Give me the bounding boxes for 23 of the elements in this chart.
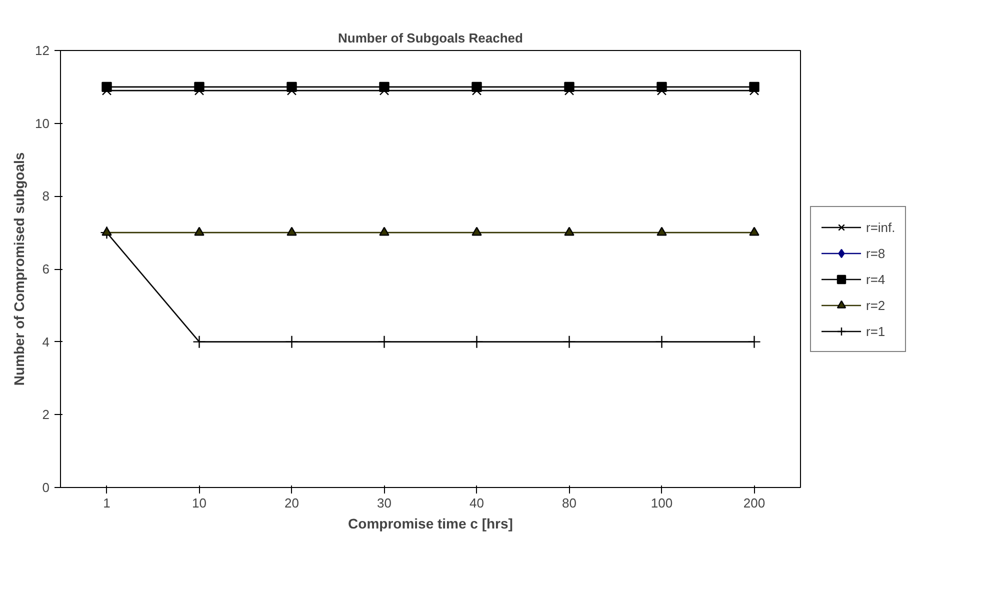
x-tick-label: 10 — [192, 496, 206, 510]
y-tick-label: 0 — [42, 480, 50, 495]
chart-title: Number of Subgoals Reached — [338, 30, 524, 46]
x-tick-label: 100 — [650, 496, 673, 510]
x-tick-label: 40 — [470, 496, 484, 510]
x-axis-title: Compromise time c [hrs] — [348, 516, 513, 532]
x-tick-label: 1 — [103, 496, 110, 510]
y-tick-label: 12 — [35, 43, 50, 58]
y-tick-label: 8 — [42, 188, 50, 204]
legend-label: r=8 — [866, 246, 886, 260]
x-tick-label: 200 — [743, 496, 766, 510]
x-tick-label: 30 — [377, 496, 392, 510]
y-axis-title: Number of Compromised subgoals — [11, 152, 28, 386]
y-tick-label: 4 — [42, 334, 50, 350]
legend-label: r=2 — [866, 298, 886, 312]
y-tick-label: 10 — [35, 116, 50, 131]
x-tick-label: 20 — [284, 496, 299, 510]
legend-label: r=inf. — [866, 220, 896, 234]
y-tick-label: 6 — [42, 262, 50, 276]
x-tick-label: 80 — [562, 496, 576, 510]
legend-label: r=1 — [866, 324, 886, 338]
legend-label: r=4 — [866, 272, 886, 286]
y-tick-label: 2 — [42, 407, 50, 422]
